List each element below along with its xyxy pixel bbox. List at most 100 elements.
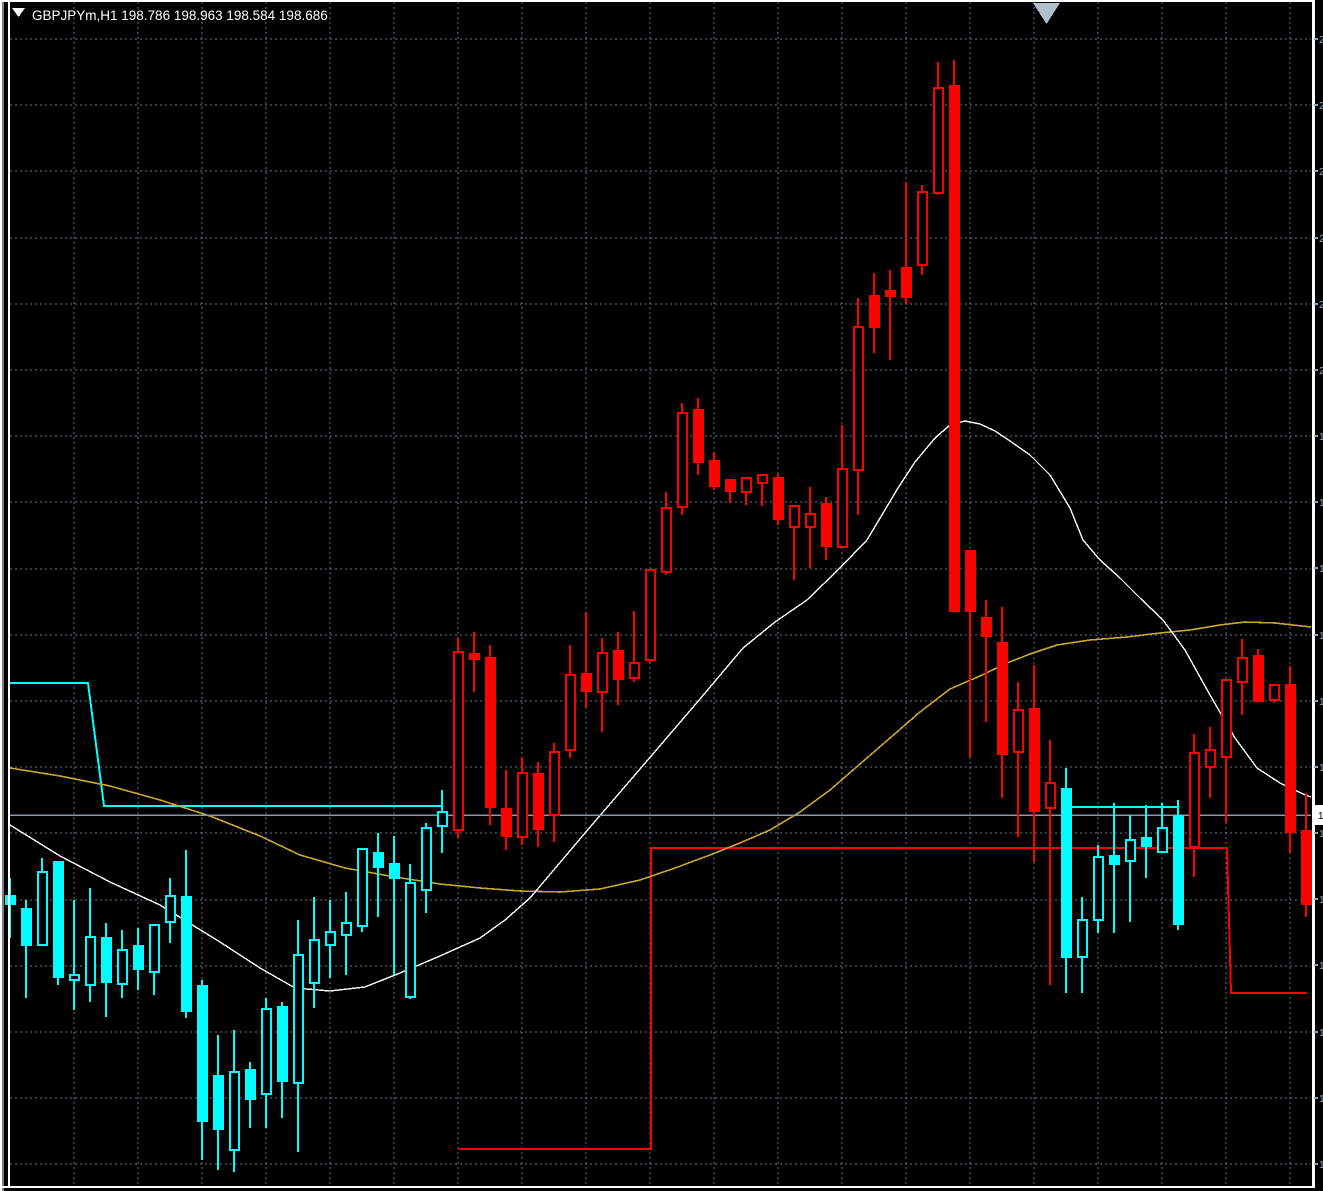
price-label-fragment: 2 [1319, 366, 1323, 377]
moving-average-lines [9, 420, 1312, 992]
candle [101, 923, 112, 1017]
price-tick [1314, 766, 1318, 768]
price-label-fragment: 1 [1319, 1028, 1323, 1039]
candle [933, 62, 944, 195]
price-label-fragment: 1 [1319, 961, 1323, 972]
price-tick [1314, 170, 1318, 172]
candle [69, 900, 80, 1010]
price-tick [1314, 1031, 1318, 1033]
candle [965, 550, 976, 757]
candle [837, 425, 848, 548]
candle [453, 638, 464, 838]
price-label-fragment: 1 [1319, 829, 1323, 840]
candle [1045, 740, 1056, 985]
candle [165, 878, 176, 943]
candle [389, 836, 400, 975]
candle [885, 270, 896, 360]
candle [581, 612, 592, 707]
symbol-ohlc-title: GBPJPYm,H1 198.786 198.963 198.584 198.6… [32, 8, 328, 23]
price-tick [1314, 1097, 1318, 1099]
candle [869, 273, 880, 353]
candle [1189, 734, 1200, 877]
bid-price-label-fragment: 1 [1318, 811, 1323, 822]
candle [1173, 800, 1184, 930]
red-stop-line [459, 847, 1307, 1150]
candle [277, 1002, 288, 1118]
title-bar: GBPJPYm,H1 198.786 198.963 198.584 198.6… [12, 8, 328, 23]
candle [1077, 897, 1088, 993]
candle [981, 600, 992, 722]
candle [565, 645, 576, 758]
candle [357, 848, 368, 932]
candle [405, 864, 416, 999]
price-label-fragment: 2 [1319, 101, 1323, 112]
candle [725, 479, 736, 503]
candle [661, 492, 672, 575]
candle [629, 611, 640, 682]
candle [53, 861, 64, 985]
price-tick [1314, 700, 1318, 702]
price-label-fragment: 2 [1319, 35, 1323, 46]
bid-price-box: 1 [1315, 805, 1323, 825]
candle [1285, 666, 1296, 853]
candle [917, 185, 928, 275]
price-label-fragment: 1 [1319, 895, 1323, 906]
candle [741, 477, 752, 505]
price-label-fragment: 1 [1319, 697, 1323, 708]
candle [1125, 815, 1136, 922]
candle [261, 998, 272, 1128]
candle [597, 638, 608, 732]
candle [709, 452, 720, 490]
candle [1061, 768, 1072, 993]
price-label-fragment: 1 [1319, 498, 1323, 509]
price-label-fragment: 1 [1319, 432, 1323, 443]
candle [149, 924, 160, 995]
price-tick [1314, 1163, 1318, 1165]
candle [613, 632, 624, 705]
candle [1221, 679, 1232, 823]
price-label-fragment: 1 [1319, 631, 1323, 642]
candle [85, 888, 96, 1002]
price-label-fragment: 2 [1319, 300, 1323, 311]
price-tick [1314, 832, 1318, 834]
candle [645, 569, 656, 663]
candle [1141, 805, 1152, 878]
price-label-fragment: 1 [1319, 763, 1323, 774]
price-tick [1314, 38, 1318, 40]
candle [1109, 803, 1120, 933]
candle [469, 632, 480, 692]
symbol-expander-icon[interactable] [12, 8, 25, 17]
price-tick [1314, 964, 1318, 966]
candle [309, 897, 320, 1008]
price-scale[interactable]: 2 2 2 2 2 2 1 1 1 1 1 1 1 1 1 1 1 1 1 [1314, 35, 1323, 1171]
candle [229, 1030, 240, 1172]
candle [901, 182, 912, 303]
candle [293, 920, 304, 1152]
candle [197, 980, 208, 1160]
candle [437, 790, 448, 853]
candle [117, 930, 128, 998]
cyan-stop-line [10, 682, 442, 807]
scroll-shift-marker-icon[interactable] [1033, 3, 1060, 24]
price-tick [1314, 435, 1318, 437]
candle [37, 858, 48, 946]
price-label-fragment: 1 [1319, 1094, 1323, 1105]
candle [757, 474, 768, 506]
trend-stop-lines [10, 682, 1307, 1150]
candle [853, 298, 864, 515]
fast-ma-line [9, 420, 1312, 992]
price-tick [1314, 104, 1318, 106]
candles [5, 60, 1312, 1172]
candle [821, 497, 832, 560]
candle [549, 743, 560, 842]
candle [485, 645, 496, 825]
candle [773, 474, 784, 525]
price-label-fragment: 1 [1319, 564, 1323, 575]
candle [501, 770, 512, 850]
price-label-fragment: 1 [1319, 1160, 1323, 1171]
candle [949, 60, 960, 612]
candle [517, 757, 528, 845]
